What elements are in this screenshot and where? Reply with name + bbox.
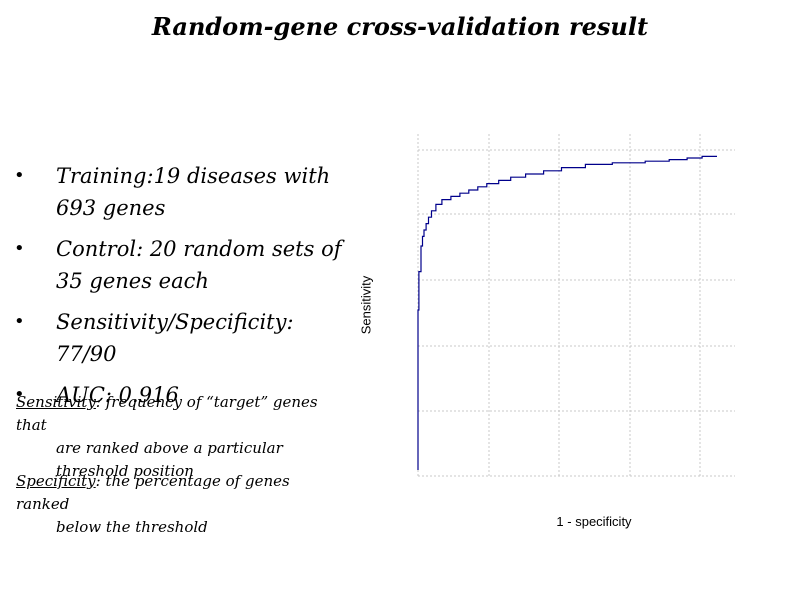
x-axis-label: 1 - specificity [556,514,632,529]
chart-grid [417,134,735,478]
roc-chart [417,134,735,478]
bullet-glyph: • [14,238,25,259]
definition-continuation: are ranked above a particular threshold … [56,439,283,480]
slide-title: Random-gene cross-validation result [151,12,649,41]
y-axis-label: Sensitivity [358,275,374,335]
definition-text: : frequency of “target” genes that [16,393,318,434]
definition-term: Sensitivity [16,393,96,411]
bullet-list: • Training:19 diseases with 693 genes • Co… [14,160,354,420]
bullet-glyph: • [14,311,25,332]
bullet-item: • AUC: 0.916 [14,379,354,411]
bullet-text: AUC: 0.916 [56,383,179,407]
definition-text: : the percentage of genes ranked [16,472,290,513]
bullet-text: Control: 20 random sets of 35 genes each [56,237,342,293]
bullet-glyph: • [14,384,25,405]
bullet-glyph: • [14,165,25,186]
bullet-text: Sensitivity/Specificity: 77/90 [56,310,294,366]
definition-term: Specificity [16,472,96,490]
bullet-item: • Training:19 diseases with 693 genes [14,160,354,224]
roc-curve [417,155,717,470]
bullet-text: Training:19 diseases with 693 genes [56,164,331,220]
bullet-item: • Control: 20 random sets of 35 genes eac… [14,233,354,297]
bullet-item: • Sensitivity/Specificity: 77/90 [14,306,354,370]
specificity-definition: Specificity: the percentage of genes ran… [16,470,346,539]
sensitivity-definition: Sensitivity: frequency of “target” genes… [16,391,346,483]
definition-continuation: below the threshold [56,518,208,536]
